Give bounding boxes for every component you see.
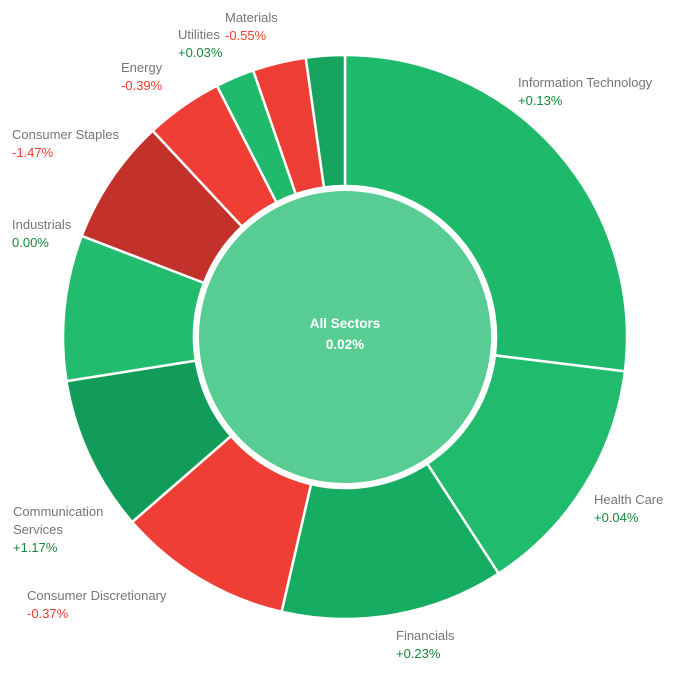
sector-label-health-care: Health Care +0.04% xyxy=(594,491,663,527)
sector-name: Industrials xyxy=(12,217,72,232)
sector-label-financials: Financials +0.23% xyxy=(396,627,455,663)
sector-label-energy: Energy -0.39% xyxy=(121,59,162,95)
sector-label-consumer-discretionary: Consumer Discretionary -0.37% xyxy=(27,587,166,623)
sector-label-materials: Materials -0.55% xyxy=(225,9,278,45)
sector-change-value: -0.37% xyxy=(27,606,69,621)
sector-label-utilities: Utilities +0.03% xyxy=(178,26,222,62)
sector-label-information-technology: Information Technology +0.13% xyxy=(518,74,652,110)
sector-name: Consumer Discretionary xyxy=(27,588,167,603)
sector-name: Energy xyxy=(121,60,163,75)
segment-health-care[interactable] xyxy=(425,354,627,575)
sector-change-value: +0.23% xyxy=(396,646,441,661)
sector-name: Communication xyxy=(13,504,104,519)
sector-label-consumer-staples: Consumer Staples -1.47% xyxy=(12,126,119,162)
segment-unlabeled[interactable] xyxy=(304,53,347,189)
sector-name: Consumer Staples xyxy=(12,127,119,142)
sector-change-value: +0.03% xyxy=(178,45,223,60)
sector-name: Materials xyxy=(225,10,278,25)
sector-change-value: -0.55% xyxy=(225,28,267,43)
sector-change-value: -0.39% xyxy=(121,78,163,93)
sector-label-communication-services: Communication Services +1.17% xyxy=(13,503,103,557)
sector-name: Services xyxy=(13,522,63,537)
sector-change-value: 0.00% xyxy=(12,235,49,250)
sector-name: Information Technology xyxy=(518,75,653,90)
sector-label-industrials: Industrials 0.00% xyxy=(12,216,71,252)
sector-change-value: +0.04% xyxy=(594,510,639,525)
sector-change-value: -1.47% xyxy=(12,145,54,160)
sector-name: Utilities xyxy=(178,27,220,42)
segment-financials[interactable] xyxy=(280,462,500,621)
segment-information-technology[interactable] xyxy=(343,53,629,373)
sector-change-value: +0.13% xyxy=(518,93,563,108)
sector-change-value: +1.17% xyxy=(13,540,58,555)
sector-name: Health Care xyxy=(594,492,664,507)
sector-name: Financials xyxy=(396,628,455,643)
all-sectors-center-circle[interactable] xyxy=(199,191,491,483)
